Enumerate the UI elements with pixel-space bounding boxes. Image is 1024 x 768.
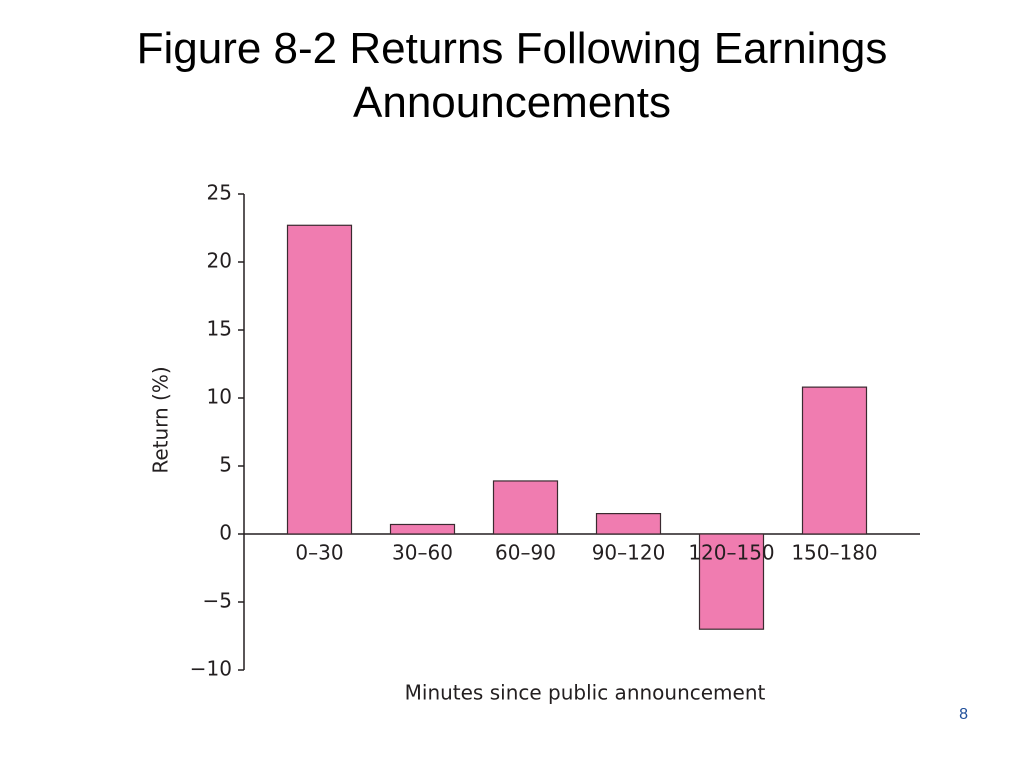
y-tick-label: 0 bbox=[219, 521, 232, 545]
y-tick-label: 15 bbox=[207, 317, 232, 341]
y-tick-label: 20 bbox=[207, 249, 232, 273]
x-tick-label: 90–120 bbox=[592, 541, 666, 565]
y-tick-label: −10 bbox=[190, 657, 232, 681]
x-tick-label: 30–60 bbox=[392, 541, 453, 565]
x-tick-label: 60–90 bbox=[495, 541, 556, 565]
bar bbox=[492, 480, 559, 535]
page-number: 8 bbox=[959, 706, 968, 723]
bar bbox=[286, 224, 353, 535]
x-tick-label: 0–30 bbox=[295, 541, 343, 565]
y-tick-label: 10 bbox=[207, 385, 232, 409]
slide-title: Figure 8-2 Returns Following Earnings An… bbox=[136, 24, 888, 127]
x-tick-label: 150–180 bbox=[791, 541, 877, 565]
bar bbox=[595, 512, 662, 535]
y-tick-label: −5 bbox=[203, 589, 232, 613]
x-tick-label: 120–150 bbox=[688, 541, 774, 565]
x-axis-label: Minutes since public announcement bbox=[405, 681, 766, 705]
y-tick-label: 5 bbox=[219, 453, 232, 477]
y-tick-label: 25 bbox=[207, 181, 232, 205]
bar bbox=[389, 523, 456, 535]
y-axis-label: Return (%) bbox=[149, 366, 173, 473]
bar bbox=[801, 386, 868, 535]
bar bbox=[698, 533, 765, 630]
